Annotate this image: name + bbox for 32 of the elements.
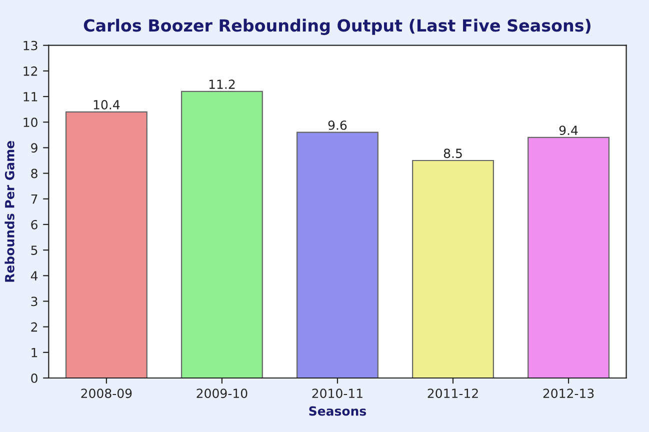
bar [528, 136, 610, 378]
y-tick-label: 3 [31, 296, 38, 306]
data-label: 10.4 [94, 100, 120, 110]
x-tick-label: 2008-09 [81, 388, 132, 398]
y-tick-label: 13 [24, 40, 38, 50]
y-tick-label: 10 [24, 118, 38, 128]
y-tick-label: 4 [30, 271, 38, 280]
bar [412, 160, 494, 378]
data-label: 9.4 [559, 126, 578, 136]
y-tick-label: 8 [31, 168, 38, 178]
y-tick-label: 7 [31, 194, 38, 204]
x-tick-label: 2009-10 [196, 388, 248, 398]
x-axis-title: Seasons [309, 406, 366, 416]
y-tick-label: 11 [24, 92, 38, 102]
y-tick-label: 5 [31, 246, 38, 255]
bar [65, 111, 148, 378]
x-tick-label: 2010-11 [312, 388, 362, 398]
y-tick-label: 0 [31, 373, 38, 383]
x-tick-label: 2011-12 [428, 388, 478, 398]
y-tick-label: 1 [32, 348, 38, 358]
y-axis-title: Rebounds Per Game [4, 141, 14, 282]
data-label: 8.5 [444, 148, 462, 158]
bar [180, 90, 263, 378]
data-label: 9.6 [328, 120, 347, 130]
x-tick-label: 2012-13 [543, 388, 594, 398]
y-tick-label: 2 [31, 322, 38, 332]
chart-title: Carlos Boozer Rebounding Output (Last Five Seasons) [84, 18, 590, 36]
y-tick-label: 9 [31, 143, 38, 153]
y-tick-label: 6 [31, 220, 38, 230]
y-tick-label: 12 [24, 66, 38, 76]
bar [296, 132, 378, 378]
data-label: 11.2 [209, 80, 235, 89]
